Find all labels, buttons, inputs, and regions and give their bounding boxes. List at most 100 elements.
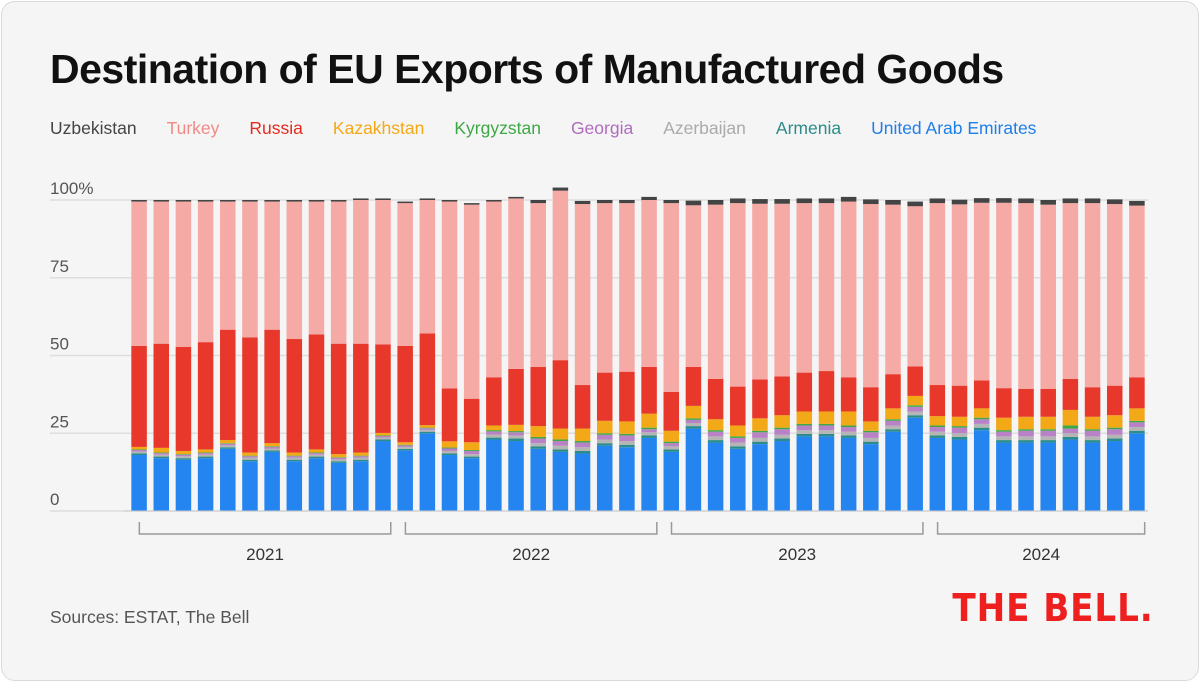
bar-segment-kazakhstan-20: [574, 428, 591, 442]
bar-segment-armenia-1: [153, 456, 170, 459]
bar-segment-kazakhstan-6: [264, 443, 280, 447]
bar-segment-armenia-34: [885, 429, 901, 432]
bar-segment-uzbekistan-9: [330, 200, 347, 202]
bar-segment-armenia-11: [375, 439, 391, 442]
bar-segment-georgia-39: [996, 431, 1012, 437]
bar-segment-armenia-26: [707, 440, 724, 443]
bar-segment-uzbekistan-34: [885, 200, 901, 205]
bar-segment-armenia-22: [619, 444, 635, 448]
bar-segment-azerbaijan-10: [353, 457, 369, 460]
bar-segment-russia-13: [419, 333, 436, 426]
bar-segment-united-arab-emirates-36: [929, 437, 946, 511]
bar-segment-turkey-1: [153, 201, 170, 344]
bar-segment-georgia-36: [929, 427, 946, 432]
bar-segment-azerbaijan-2: [175, 456, 192, 459]
bar-segment-kyrgyzstan-43: [1084, 429, 1101, 431]
bar-segment-kazakhstan-23: [641, 413, 657, 428]
bar-segment-turkey-23: [641, 200, 657, 368]
bar-segment-united-arab-emirates-27: [730, 448, 746, 511]
bar-segment-armenia-31: [818, 433, 835, 437]
bar-segment-kyrgyzstan-22: [619, 433, 635, 436]
bar-segment-united-arab-emirates-45: [1129, 433, 1145, 511]
bar-segment-turkey-13: [419, 200, 436, 334]
bar-segment-uzbekistan-16: [486, 200, 502, 202]
bar-segment-georgia-6: [264, 446, 280, 449]
bar-segment-russia-33: [863, 387, 879, 422]
bar-segment-turkey-6: [264, 201, 280, 330]
bar-segment-uzbekistan-26: [707, 200, 724, 205]
bar-segment-azerbaijan-25: [685, 422, 702, 427]
bar-segment-turkey-25: [685, 205, 702, 368]
bar-segment-azerbaijan-22: [619, 441, 635, 445]
bar-segment-turkey-42: [1062, 203, 1079, 379]
bar-segment-uzbekistan-40: [1018, 198, 1034, 204]
bar-segment-azerbaijan-13: [419, 429, 436, 432]
bar-segment-kazakhstan-43: [1084, 416, 1101, 430]
bar-segment-georgia-25: [685, 419, 702, 423]
bar-segment-azerbaijan-29: [774, 434, 790, 439]
bar-segment-kyrgyzstan-21: [596, 433, 613, 435]
bar-segment-uzbekistan-22: [619, 200, 635, 204]
bar-segment-kyrgyzstan-44: [1106, 427, 1123, 430]
bar-segment-kyrgyzstan-35: [907, 405, 923, 407]
bar-segment-kyrgyzstan-40: [1018, 429, 1034, 431]
bar-segment-uzbekistan-14: [441, 200, 458, 202]
bar-segment-kazakhstan-37: [951, 416, 968, 427]
bar-segment-armenia-40: [1018, 440, 1034, 443]
bar-segment-united-arab-emirates-17: [508, 441, 524, 511]
bar-segment-armenia-23: [641, 435, 657, 438]
bar-segment-kazakhstan-27: [730, 425, 746, 437]
bar-segment-armenia-5: [242, 459, 258, 462]
bar-segment-georgia-29: [774, 429, 790, 435]
bar-segment-georgia-17: [508, 432, 524, 436]
bar-segment-kyrgyzstan-7: [286, 455, 303, 457]
the-bell-logo: THE BELL.: [952, 586, 1154, 630]
bar-segment-azerbaijan-9: [330, 459, 347, 462]
bar-segment-russia-37: [951, 385, 968, 417]
bar-segment-uzbekistan-20: [574, 200, 591, 205]
year-bracket-2024: [936, 522, 1146, 535]
bar-segment-kazakhstan-9: [330, 454, 347, 458]
bar-segment-kazakhstan-40: [1018, 416, 1034, 430]
bar-segment-turkey-2: [175, 201, 192, 347]
bar-segment-kyrgyzstan-20: [574, 441, 591, 443]
bar-segment-russia-6: [264, 329, 280, 444]
bar-segment-turkey-21: [596, 203, 613, 373]
bar-segment-azerbaijan-35: [907, 411, 923, 416]
bar-segment-united-arab-emirates-8: [308, 458, 325, 511]
bar-segment-kyrgyzstan-39: [996, 430, 1012, 432]
bar-segment-uzbekistan-19: [552, 187, 569, 191]
bar-segment-georgia-37: [951, 427, 968, 434]
bar-segment-uzbekistan-11: [375, 198, 391, 200]
bar-segment-united-arab-emirates-39: [996, 442, 1012, 511]
bar-segment-russia-5: [242, 337, 258, 453]
bar-segment-turkey-24: [663, 203, 680, 392]
bar-segment-russia-38: [973, 380, 990, 409]
bar-segment-azerbaijan-16: [486, 434, 502, 438]
bar-segment-uzbekistan-17: [508, 196, 524, 199]
bar-segment-turkey-28: [752, 203, 768, 380]
bar-segment-georgia-45: [1129, 422, 1145, 428]
bar-segment-russia-8: [308, 334, 325, 450]
bar-segment-united-arab-emirates-35: [907, 417, 923, 511]
bar-segment-russia-0: [131, 345, 147, 447]
bar-segment-kazakhstan-10: [353, 452, 369, 456]
bar-segment-turkey-27: [730, 203, 746, 387]
bar-segment-kazakhstan-30: [796, 411, 813, 424]
bar-segment-russia-18: [530, 367, 546, 427]
chart-title: Destination of EU Exports of Manufacture…: [50, 46, 1004, 92]
bar-segment-kyrgyzstan-42: [1062, 425, 1079, 429]
bar-segment-georgia-4: [220, 443, 236, 446]
source-note: Sources: ESTAT, The Bell: [50, 607, 250, 627]
bar-segment-turkey-12: [397, 203, 413, 346]
bar-segment-azerbaijan-5: [242, 457, 258, 460]
x-tick-label-2023: 2023: [778, 545, 816, 564]
bar-segment-kazakhstan-13: [419, 425, 436, 428]
bar-segment-georgia-8: [308, 453, 325, 455]
bar-segment-united-arab-emirates-11: [375, 441, 391, 511]
bar-segment-uzbekistan-6: [264, 200, 280, 202]
bar-segment-azerbaijan-33: [863, 437, 879, 442]
bar-segment-united-arab-emirates-14: [441, 455, 458, 511]
bar-segment-kazakhstan-33: [863, 421, 879, 431]
bar-segment-uzbekistan-24: [663, 200, 680, 204]
